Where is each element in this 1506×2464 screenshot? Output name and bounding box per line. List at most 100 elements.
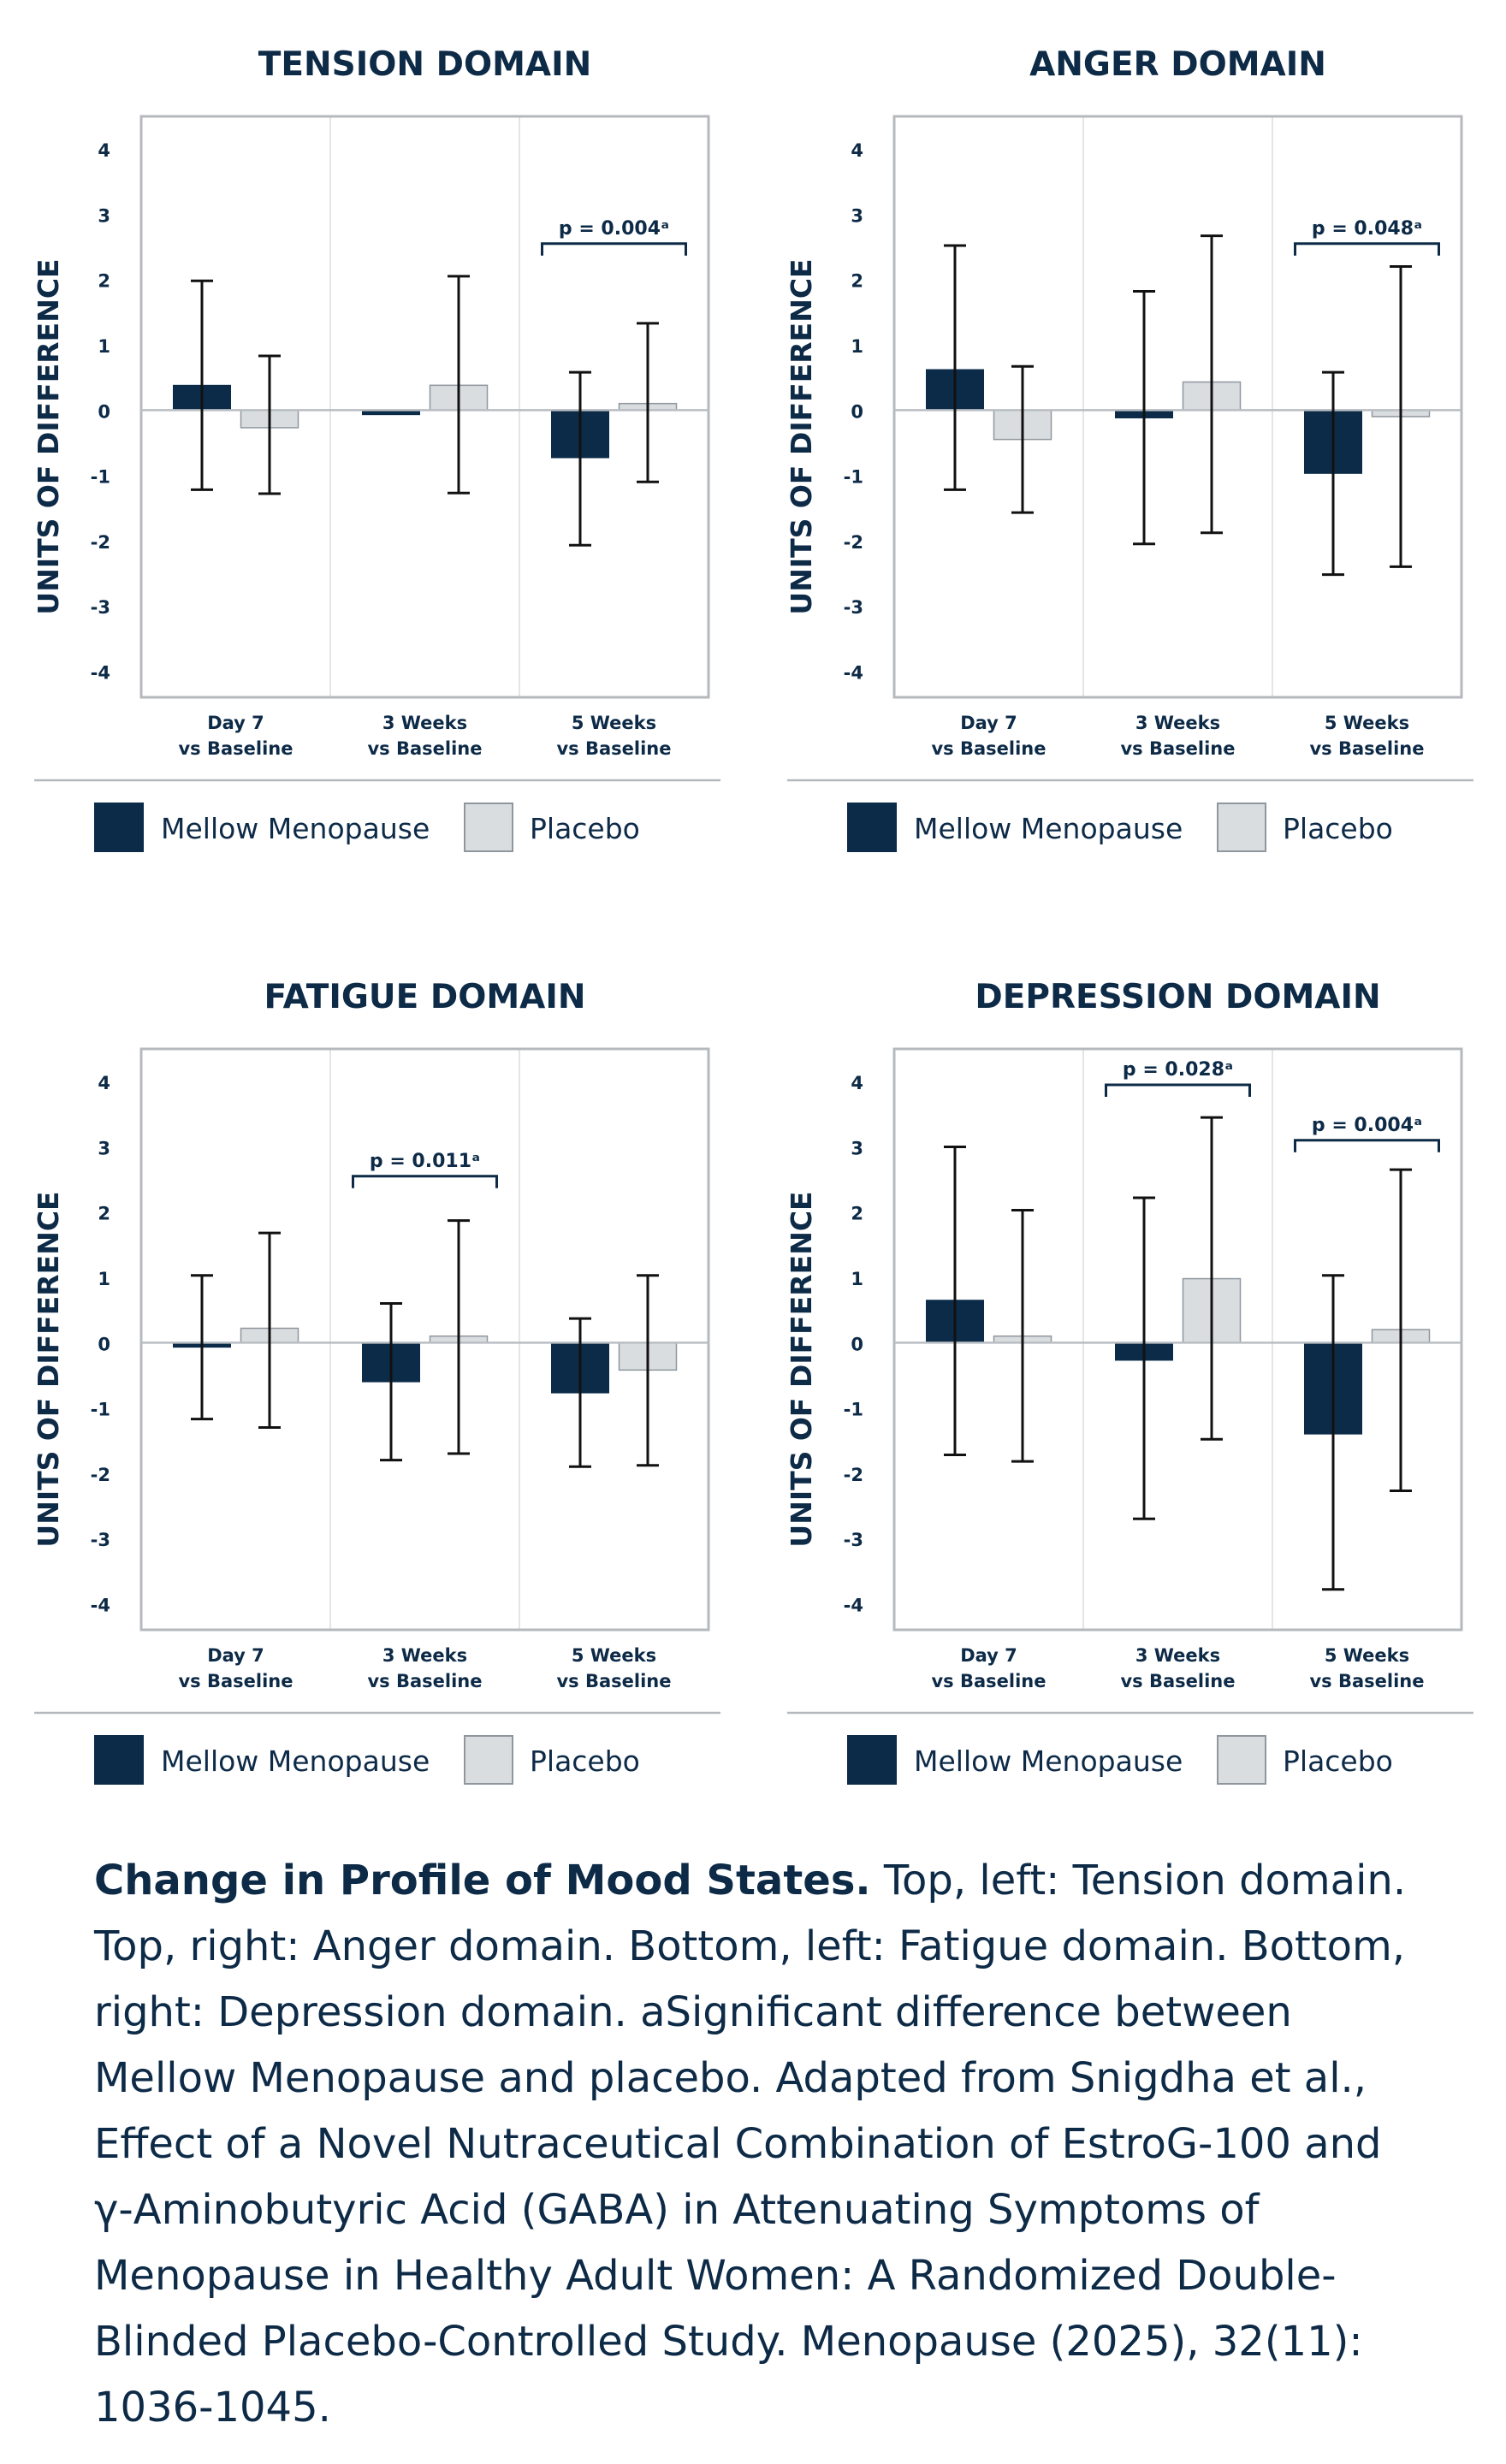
error-bar (448, 275, 470, 495)
y-tick-label: -2 (844, 532, 863, 553)
y-tick-label: 4 (98, 140, 110, 161)
error-bar (1133, 289, 1155, 546)
x-tick-label: 3 Weeks (1135, 713, 1220, 733)
x-tick-label: vs Baseline (1120, 1671, 1235, 1691)
x-tick-label: 5 Weeks (572, 1645, 656, 1666)
tension-chart: TENSION DOMAIN 4 3 2 1 0 -1 -2 -3 -4 UNITS OF DIFF… (32, 45, 720, 852)
y-tick-label: -1 (844, 1400, 863, 1420)
plot-frame (892, 1047, 1463, 1632)
chart-panel-fatigue: FATIGUE DOMAIN 4 3 2 1 0 -1 -2 -3 -4 UNITS OF DIFF… (0, 933, 753, 1865)
y-tick-label: 4 (851, 1073, 863, 1093)
x-tick-label: Day 7 (207, 1645, 264, 1666)
chart-title: ANGER DOMAIN (1029, 45, 1326, 84)
error-bar (380, 1302, 402, 1462)
y-tick-label: 4 (98, 1073, 110, 1093)
x-tick-label: vs Baseline (367, 738, 482, 759)
error-bar (1011, 364, 1034, 514)
error-bar (944, 244, 966, 491)
error-bar (258, 1231, 281, 1429)
y-tick-label: 0 (98, 1334, 110, 1354)
x-tick-label: 3 Weeks (382, 713, 467, 733)
chart-panel-depression: DEPRESSION DOMAIN 4 3 2 1 0 -1 -2 -3 -4 UNITS OF D… (753, 933, 1506, 1865)
y-tick-label: 0 (851, 1334, 863, 1354)
y-tick-label: -3 (91, 1530, 110, 1550)
legend-label-mellow-menopause: Mellow Menopause (914, 1744, 1183, 1778)
x-tick-label: Day 7 (960, 1645, 1017, 1666)
y-tick-label: -2 (91, 1465, 110, 1485)
y-tick-label: 2 (851, 1204, 863, 1224)
y-tick-label: -4 (844, 662, 863, 683)
y-axis-label: UNITS OF DIFFERENCE (32, 258, 65, 614)
legend-label-mellow-menopause: Mellow Menopause (161, 812, 430, 845)
y-tick-label: 3 (851, 1138, 863, 1158)
y-axis-label: UNITS OF DIFFERENCE (785, 1191, 818, 1547)
chart-title: DEPRESSION DOMAIN (975, 978, 1380, 1016)
error-bar (1201, 1116, 1223, 1441)
x-tick-label: vs Baseline (178, 1671, 293, 1691)
x-tick-label: 3 Weeks (382, 1645, 467, 1666)
y-tick-label: 1 (851, 1269, 863, 1289)
legend: Mellow Menopause Placebo (847, 803, 1393, 852)
y-tick-label: -2 (91, 532, 110, 553)
legend-swatch-placebo (1217, 803, 1266, 852)
y-tick-label: 1 (98, 336, 110, 357)
x-tick-label: vs Baseline (1309, 1671, 1424, 1691)
y-axis-label: UNITS OF DIFFERENCE (785, 258, 818, 614)
y-tick-label: -1 (91, 467, 110, 488)
y-tick-label: -4 (91, 662, 110, 683)
significance-bracket (1294, 1139, 1440, 1152)
y-tick-label: -1 (91, 1400, 110, 1420)
y-tick-label: 2 (98, 1204, 110, 1224)
figure-caption: Change in Profile of Mood States. Top, l… (94, 1848, 1429, 2441)
error-bar (944, 1145, 966, 1457)
x-tick-label: 5 Weeks (1325, 713, 1409, 733)
legend-label-mellow-menopause: Mellow Menopause (914, 812, 1183, 845)
error-bar (569, 370, 591, 547)
y-tick-label: 4 (851, 140, 863, 161)
chart-title: FATIGUE DOMAIN (264, 978, 585, 1016)
y-tick-label: 0 (851, 401, 863, 422)
error-bar (637, 322, 659, 483)
y-tick-label: -1 (844, 467, 863, 488)
x-tick-label: 5 Weeks (1325, 1645, 1409, 1666)
legend-label-placebo: Placebo (530, 812, 640, 845)
y-tick-label: 2 (98, 271, 110, 292)
chart-panel-anger: ANGER DOMAIN 4 3 2 1 0 -1 -2 -3 -4 UNITS OF DIFFER… (753, 0, 1506, 933)
legend-label-placebo: Placebo (1283, 812, 1393, 845)
x-tick-label: vs Baseline (1120, 738, 1235, 759)
legend-swatch-placebo (464, 1735, 513, 1785)
fatigue-chart: FATIGUE DOMAIN 4 3 2 1 0 -1 -2 -3 -4 UNITS OF DIFF… (32, 978, 720, 1785)
x-tick-label: vs Baseline (556, 738, 671, 759)
significance-bracket (1294, 242, 1440, 256)
y-tick-label: 3 (98, 1138, 110, 1158)
legend-label-placebo: Placebo (1283, 1744, 1393, 1778)
error-bar (1322, 1274, 1344, 1591)
error-bar (1390, 1168, 1412, 1492)
significance-bracket (352, 1175, 498, 1188)
error-bar (1201, 234, 1223, 535)
x-tick-label: vs Baseline (367, 1671, 482, 1691)
y-tick-label: -2 (844, 1465, 863, 1485)
y-tick-label: -3 (844, 1530, 863, 1550)
significance-bracket (541, 242, 687, 256)
y-tick-label: 2 (851, 271, 863, 292)
significance-label: p = 0.048ᵃ (1312, 218, 1422, 240)
x-tick-label: vs Baseline (556, 1671, 671, 1691)
caption-text: Top, left: Tension domain. Top, right: A… (94, 1857, 1407, 2431)
error-bar (1322, 370, 1344, 577)
error-bar (569, 1317, 591, 1468)
legend: Mellow Menopause Placebo (94, 1735, 640, 1785)
legend-swatch-mellow-menopause (847, 1735, 897, 1785)
x-tick-label: vs Baseline (178, 738, 293, 759)
error-bar (258, 354, 281, 495)
y-tick-label: -4 (844, 1595, 863, 1615)
legend-swatch-placebo (1217, 1735, 1266, 1785)
plot-frame (139, 115, 710, 699)
y-tick-label: -3 (91, 597, 110, 618)
x-tick-label: 3 Weeks (1135, 1645, 1220, 1666)
y-tick-label: 1 (98, 1269, 110, 1289)
y-tick-label: 0 (98, 401, 110, 422)
x-tick-label: vs Baseline (1309, 738, 1424, 759)
legend: Mellow Menopause Placebo (94, 803, 640, 852)
error-bar (1133, 1196, 1155, 1520)
